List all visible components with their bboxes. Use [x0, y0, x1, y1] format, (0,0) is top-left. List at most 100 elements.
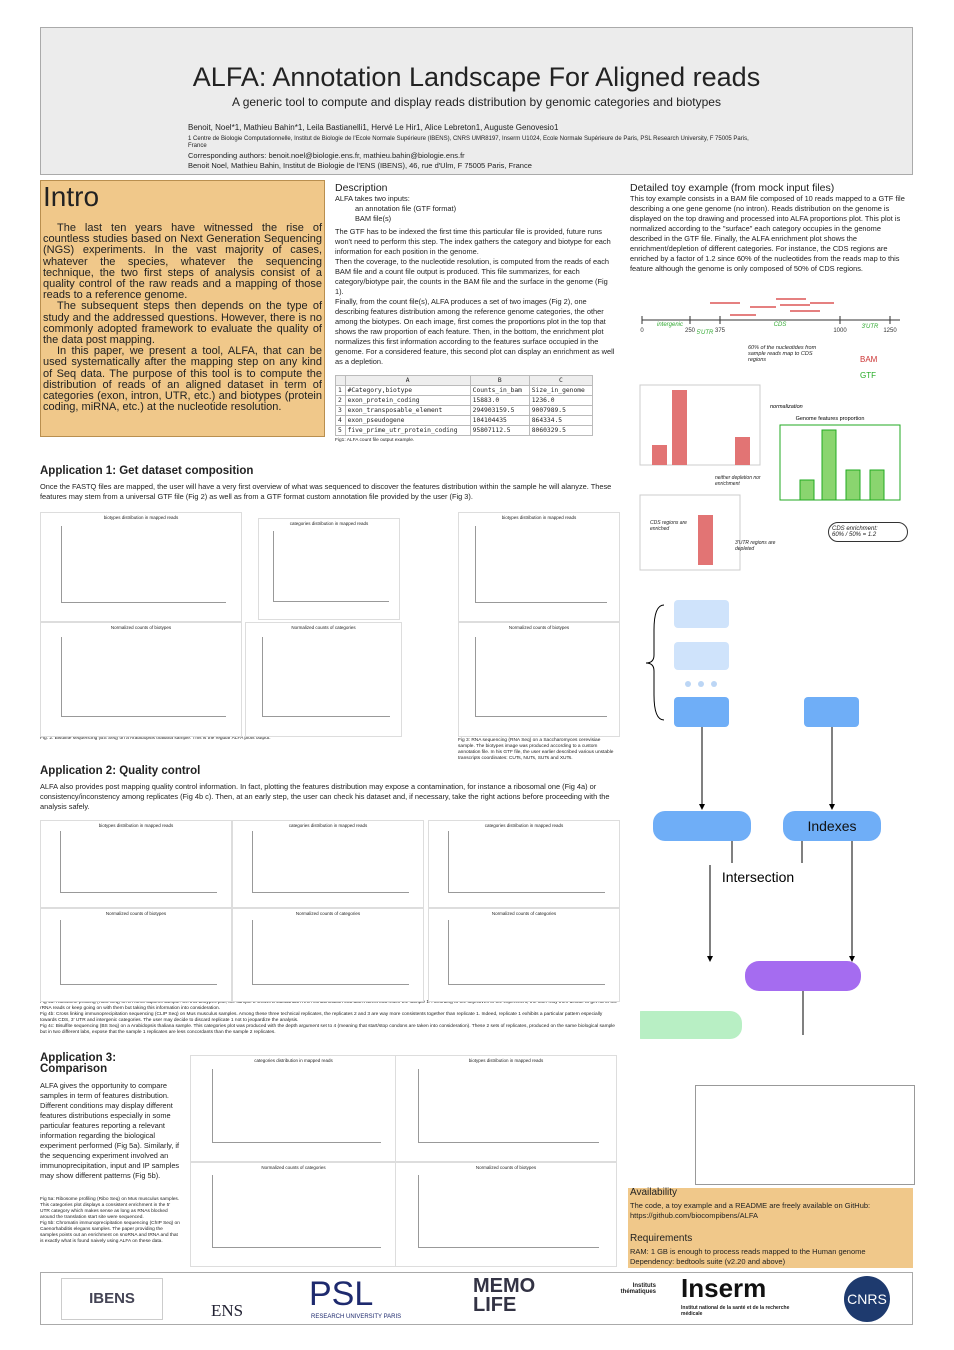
caption: Fig 5a: Ribosome profiling (Ribo Seq) on… — [40, 1197, 180, 1220]
bar-sketch — [821, 429, 837, 501]
region-label: intergenic — [657, 322, 683, 328]
flow-diagram: Indexes Intersection — [640, 600, 881, 1039]
text: The GTF has to be indexed the first time… — [335, 227, 611, 256]
text: Once the FASTQ files are mapped, the use… — [40, 482, 612, 501]
cell: 1 — [335, 385, 346, 396]
logo: IBENS — [61, 1278, 163, 1320]
panel-title: Normalized counts of categories — [295, 911, 361, 916]
app3: Application 3: Comparison ALFA gives the… — [40, 1052, 180, 1245]
app1: Application 1: Get dataset composition O… — [40, 465, 615, 502]
panel-title: categories distribution in mapped reads — [254, 1058, 333, 1063]
flow-box — [674, 697, 729, 727]
caption: Fig. 2: Bisulfite sequencing (BS Seq) on… — [40, 736, 271, 741]
figure-panel: Normalized counts of biotypes — [40, 908, 232, 1002]
flow-box — [674, 642, 729, 670]
note: neither depletion nor enrichment — [715, 475, 761, 487]
plot-area — [261, 636, 390, 717]
axis-label: 250 — [685, 328, 696, 334]
flow-box — [653, 811, 751, 841]
caption: Fig 5b: Chromatin immunoprecipitation se… — [40, 1221, 180, 1244]
intro-paragraph: In this paper, we present a tool, ALFA, … — [43, 345, 322, 414]
axis-label: 1250 — [883, 328, 897, 334]
reads — [710, 298, 834, 316]
cell: #Category,biotype — [344, 385, 471, 396]
column-header: B — [469, 375, 530, 386]
logo: RESEARCH UNIVERSITY PARIS — [311, 1314, 402, 1320]
heading: Requirements — [630, 1233, 693, 1244]
text: Finally, from the count file(s), ALFA pr… — [335, 297, 615, 366]
flow-box — [804, 697, 859, 727]
panel-title: Normalized counts of biotypes — [508, 625, 570, 630]
panel-title: biotypes distribution in mapped reads — [98, 823, 174, 828]
panel-title: biotypes distribution in mapped reads — [103, 515, 179, 520]
panel-title: biotypes distribution in mapped reads — [501, 515, 577, 520]
text: This toy example consists in a BAM file … — [630, 194, 905, 273]
figure-panel: categories distribution in mapped reads — [258, 518, 400, 620]
text: Then the coverage, to the nucleotide res… — [335, 257, 610, 296]
section-heading: Application 2: Quality control — [40, 765, 201, 777]
intro-heading: Intro — [43, 181, 100, 212]
caption: Fig 3: RNA sequencing (RNA Seq) on a Sac… — [458, 738, 614, 761]
header-box — [40, 27, 913, 175]
cell: 1236.0 — [528, 395, 594, 406]
figure-panel: Normalized counts of categories — [428, 908, 620, 1002]
flow-box — [640, 1011, 742, 1039]
panel-title: categories distribution in mapped reads — [289, 521, 369, 526]
figure-panel: categories distribution in mapped reads — [428, 820, 620, 908]
panel-title: Normalized counts of biotypes — [475, 1165, 537, 1170]
cell: 4 — [335, 415, 346, 426]
cell: 2 — [335, 395, 346, 406]
figure-panel: biotypes distribution in mapped reads — [40, 820, 232, 908]
cell: five_prime_utr_protein_coding — [344, 425, 471, 436]
table-row: 5 five_prime_utr_protein_coding 95807112.5… — [335, 425, 594, 436]
plot-area — [211, 1068, 381, 1144]
cell — [335, 375, 346, 386]
note: CDS enrichment: — [832, 526, 878, 532]
table-row: 4 exon_pseudogene 104104435 864334.5 — [335, 415, 594, 426]
logo: PSL — [309, 1275, 374, 1313]
note: GTF — [860, 371, 876, 380]
panel-title: Normalized counts of biotypes — [110, 625, 172, 630]
column-header: C — [528, 375, 594, 386]
toy-sketch: 0 250 375 1000 1250 intergenic 5'UTR CDS 3'UTR … — [639, 298, 908, 571]
flow-box — [783, 811, 881, 841]
affiliation: 1 Centre de Biologie Computationnelle, I… — [188, 136, 749, 149]
figure-panel: categories distribution in mapped reads — [232, 820, 424, 908]
figure-panel: Normalized counts of biotypes — [40, 622, 242, 737]
figure-panel: Normalized counts of categories — [245, 622, 402, 737]
figure-panel: biotypes distribution in mapped reads — [395, 1055, 617, 1162]
app2: Application 2: Quality control ALFA also… — [40, 765, 615, 812]
plot-area — [60, 920, 217, 986]
cell: exon_transposable_element — [344, 405, 471, 416]
cell: 104104435 — [469, 415, 530, 426]
text: ALFA takes two inputs: — [335, 194, 410, 203]
figure-panel: biotypes distribution in mapped reads — [40, 512, 242, 622]
bar-sketch — [799, 479, 815, 501]
count-table: A B C 1 #Category,biotype Counts_in_bam Size_i… — [335, 375, 594, 436]
availability-box: Availability The code, a toy example and… — [628, 1187, 913, 1268]
panel-title: categories distribution in mapped reads — [484, 823, 564, 828]
corresponding: Corresponding authors: benoit.noel@biolo… — [188, 151, 465, 160]
region-label: CDS — [774, 322, 787, 328]
region-label: 3'UTR — [862, 324, 879, 330]
plot-area — [448, 920, 605, 986]
cell: 3 — [335, 405, 346, 416]
logo: ENS — [211, 1301, 244, 1320]
intro-paragraph: The last ten years have witnessed the ri… — [43, 222, 322, 302]
panel-title: Normalized counts of biotypes — [105, 911, 167, 916]
cell: Counts_in_bam — [469, 385, 530, 396]
flow-label: Indexes — [807, 818, 856, 834]
bar-sketch — [652, 445, 667, 465]
region-label: 5'UTR — [697, 330, 714, 336]
figure-panel: Normalized counts of biotypes — [395, 1162, 617, 1267]
note: 60% of the nucleotides from sample reads… — [748, 345, 817, 363]
cell: 9007989.5 — [528, 405, 594, 416]
cell: 5 — [335, 425, 346, 436]
note: 60% / 50% = 1.2 — [832, 532, 877, 538]
plot-area — [60, 831, 217, 893]
note: Genome features proportion — [796, 416, 865, 422]
logo: Inserm — [681, 1273, 767, 1303]
cell: 95807112.5 — [469, 425, 530, 436]
panel-title: Normalized counts of categories — [291, 625, 356, 630]
